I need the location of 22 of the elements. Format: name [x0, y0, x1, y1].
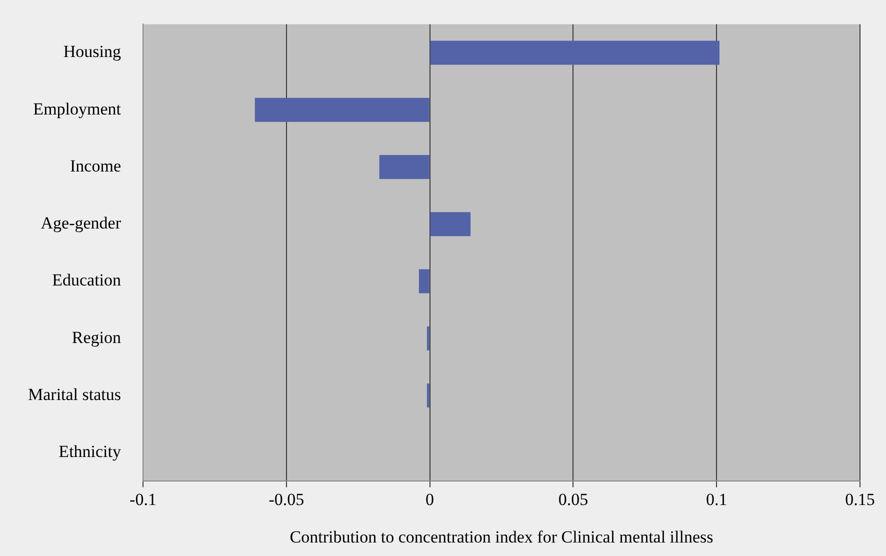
x-tick-label: 0	[426, 490, 434, 509]
y-tick-label: Housing	[63, 42, 122, 62]
bar	[426, 326, 430, 350]
y-tick-label: Region	[72, 328, 122, 347]
bar	[430, 40, 720, 65]
x-tick-label: 0.05	[558, 490, 588, 509]
bar	[418, 269, 430, 294]
x-tick-label: 0.1	[706, 490, 728, 509]
x-tick-label: -0.05	[268, 490, 304, 509]
x-axis-title: Contribution to concentration index for Clinical mental illness	[290, 527, 714, 546]
y-tick-label: Marital status	[28, 384, 122, 404]
y-tick-label: Age-gender	[40, 214, 122, 233]
y-tick-label: Income	[70, 156, 122, 176]
y-tick-label: Employment	[33, 99, 122, 118]
y-tick-label: Education	[52, 270, 122, 290]
x-tick-label: 0.15	[845, 490, 875, 509]
bar	[379, 155, 430, 180]
bar	[426, 384, 430, 408]
bar	[254, 98, 430, 122]
x-tick-label: -0.1	[130, 490, 156, 509]
bar	[430, 212, 471, 236]
y-tick-label: Ethnicity	[58, 442, 122, 462]
